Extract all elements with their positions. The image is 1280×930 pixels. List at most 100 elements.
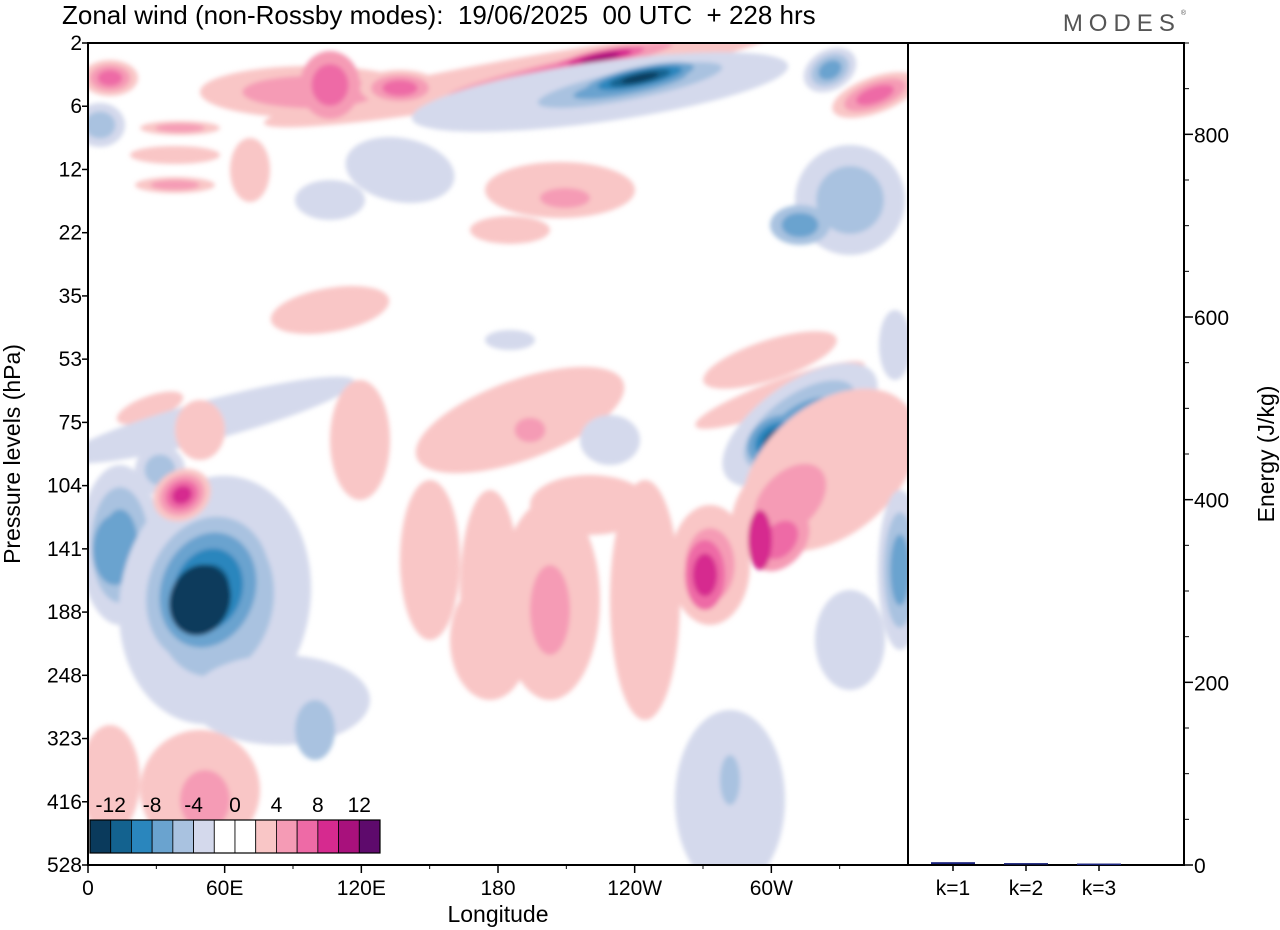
colorbar-swatch [296,819,319,854]
y-tick-label: 323 [47,728,82,751]
y-axis: 2 6 12 22 35 53 75 104 141 188 248 323 416 528 [47,32,88,877]
colorbar-swatch [213,819,236,854]
colorbar-swatch [89,819,112,854]
energy-axis-title: Energy (J/kg) [1253,386,1279,523]
y-tick-label: 53 [59,348,82,371]
contour-blob [748,510,772,570]
contour-blob [540,188,590,208]
colorbar-swatch [193,819,215,854]
contour-blob [685,540,725,610]
y-tick-label: 528 [47,854,82,877]
contour-blob [345,137,455,203]
x-axis: 0 60E 120E 180 120W 60W [82,865,841,900]
energy-bar [1077,863,1121,866]
y-tick-label: 2 [70,32,82,55]
colorbar-label: 0 [229,794,241,817]
colorbar-label: 4 [271,794,283,817]
contour-blob [450,580,530,700]
colorbar-swatch [358,819,381,854]
contour-blob [815,590,885,690]
colorbar-swatch [151,819,174,854]
contour-blob [878,490,908,650]
x-tick-label: 180 [480,877,515,900]
y-tick-label: 416 [47,791,82,814]
energy-tick-label: 200 [1194,672,1229,695]
energy-tick-label: 0 [1194,855,1206,878]
contour-blob [190,655,370,745]
y-tick-label: 22 [59,222,82,245]
contour-blob [586,62,694,94]
contour-blob [230,138,270,202]
contour-blob [140,121,220,135]
contour-blob [153,468,211,522]
chart-title: Zonal wind (non-Rossby modes): 19/06/202… [62,0,816,30]
colorbar-swatch [110,819,132,854]
contour-field [88,43,908,865]
contour-blob [555,45,645,71]
colorbar-label: 12 [348,794,371,817]
y-tick-label: 35 [59,285,82,308]
contour-blob [505,410,555,450]
energy-tick-label: 400 [1194,490,1229,513]
colorbar-swatch [338,819,360,854]
brand-logo: MODES® [1062,10,1186,37]
y-tick-label: 141 [47,538,82,561]
colorbar-swatch [234,819,257,854]
energy-category-label: k=3 [1082,877,1116,900]
x-tick-label: 60W [750,877,793,900]
contour-blob [88,60,138,96]
x-tick-label: 120W [607,877,662,900]
x-tick-label: 60E [206,877,243,900]
contour-blob [530,565,570,655]
contour-blob [175,400,225,460]
colorbar: -12 -8 -4 0 4 8 12 [89,794,381,854]
colorbar-label: -4 [184,794,203,817]
y-tick-label: 6 [70,95,82,118]
energy-tick-label: 800 [1194,124,1229,147]
energy-category-label: k=2 [1009,877,1043,900]
colorbar-swatch [317,819,339,854]
contour-blob [295,180,365,220]
contour-blob [270,285,390,335]
x-tick-label: 120E [337,877,386,900]
contour-blob [88,103,125,147]
energy-bars [931,862,1121,866]
colorbar-swatch [172,819,194,854]
contour-blob [530,475,650,535]
y-axis-title: Pressure levels (hPa) [0,344,25,564]
y-tick-label: 188 [47,601,82,624]
contour-blob [610,480,680,720]
x-axis-title: Longitude [447,901,548,927]
contour-blob [116,391,184,425]
energy-bar [931,862,975,864]
contour-blob [88,725,140,835]
y-tick-label: 248 [47,664,82,687]
colorbar-frame [89,819,381,854]
contour-blob [580,415,640,465]
contour-blob [295,700,335,760]
colorbar-swatch [276,819,298,854]
colorbar-label: -12 [96,794,126,817]
contour-blob [470,216,550,244]
y-tick-label: 75 [59,411,82,434]
contour-blob [360,70,440,106]
contour-blob [770,205,830,245]
colorbar-label: 8 [312,794,324,817]
contour-blob [720,755,740,805]
contour-blob [330,380,390,500]
contour-blob [180,770,230,830]
energy-panel-frame [907,42,1185,866]
x-tick-label: 0 [82,877,94,900]
contour-blob [485,330,535,350]
colorbar-swatch [131,819,153,854]
contour-blob [300,51,360,119]
contour-blob [169,564,231,636]
energy-bar [1004,863,1048,865]
contour-blob [879,310,908,380]
energy-tick-label: 600 [1194,307,1229,330]
contour-blob [400,480,460,640]
contour-blob [135,177,215,193]
contour-blob [803,47,857,93]
colorbar-label: -8 [143,794,162,817]
